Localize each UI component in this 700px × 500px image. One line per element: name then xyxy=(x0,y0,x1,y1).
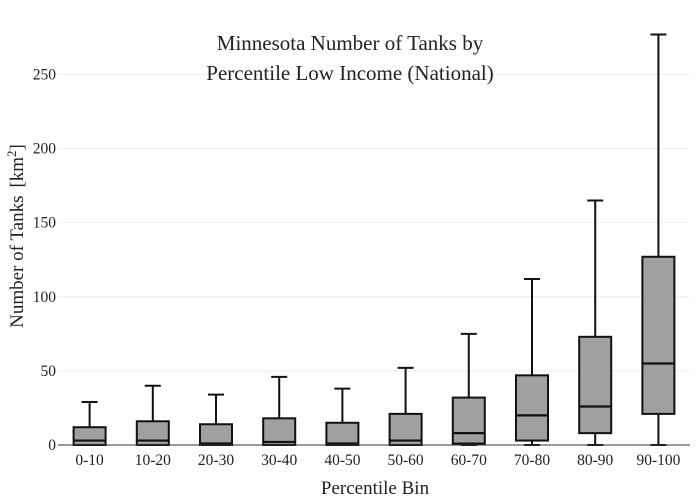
box-30-40 xyxy=(262,375,297,447)
x-tick-labels: 0-10 10-20 20-30 30-40 40-50 50-60 60-70 70-80 8… xyxy=(75,452,680,469)
box-50-60 xyxy=(388,366,423,446)
box-10-20 xyxy=(135,384,170,446)
y-tick-label: 200 xyxy=(33,141,57,158)
x-tick-label: 70-80 xyxy=(514,452,550,469)
x-tick-label: 40-50 xyxy=(324,452,360,469)
x-tick-label: 20-30 xyxy=(198,452,234,469)
box-40-50 xyxy=(325,387,360,446)
box-60-70 xyxy=(451,332,486,446)
iqr-box xyxy=(641,255,676,415)
box-70-80 xyxy=(515,278,549,446)
iqr-box xyxy=(325,421,360,446)
box-90-100 xyxy=(641,33,676,446)
x-tick-label: 0-10 xyxy=(75,452,104,469)
iqr-box xyxy=(578,335,613,435)
iqr-box xyxy=(515,374,549,442)
iqr-box xyxy=(451,396,486,445)
chart-title-line-2: Percentile Low Income (National) xyxy=(206,61,493,85)
x-tick-label: 30-40 xyxy=(261,452,297,469)
y-axis-title-text: Number of Tanks xyxy=(7,196,28,328)
x-tick-label: 80-90 xyxy=(577,452,613,469)
iqr-box xyxy=(199,423,233,446)
y-axis-unit: [km xyxy=(7,157,28,188)
box-20-30 xyxy=(199,393,233,446)
y-tick-labels: 0 50 100 150 200 250 xyxy=(33,66,57,454)
y-tick-label: 250 xyxy=(33,66,57,83)
x-tick-label: 50-60 xyxy=(388,452,424,469)
y-axis-unit-close: ] xyxy=(7,144,28,150)
y-tick-label: 150 xyxy=(33,215,57,232)
y-tick-label: 50 xyxy=(41,363,57,380)
y-axis-title: Number of Tanks [km2] xyxy=(4,144,28,328)
boxes xyxy=(72,33,676,447)
chart-title-line-1: Minnesota Number of Tanks by xyxy=(217,31,484,55)
iqr-box xyxy=(72,426,107,447)
box-0-10 xyxy=(72,401,107,447)
y-tick-label: 100 xyxy=(33,289,57,306)
box-80-90 xyxy=(578,199,613,446)
x-tick-label: 10-20 xyxy=(135,452,171,469)
y-axis-unit-superscript: 2 xyxy=(4,150,19,157)
x-tick-label: 90-100 xyxy=(636,452,680,469)
x-tick-label: 60-70 xyxy=(451,452,487,469)
x-axis-title: Percentile Bin xyxy=(321,478,430,499)
y-tick-label: 0 xyxy=(48,437,56,454)
